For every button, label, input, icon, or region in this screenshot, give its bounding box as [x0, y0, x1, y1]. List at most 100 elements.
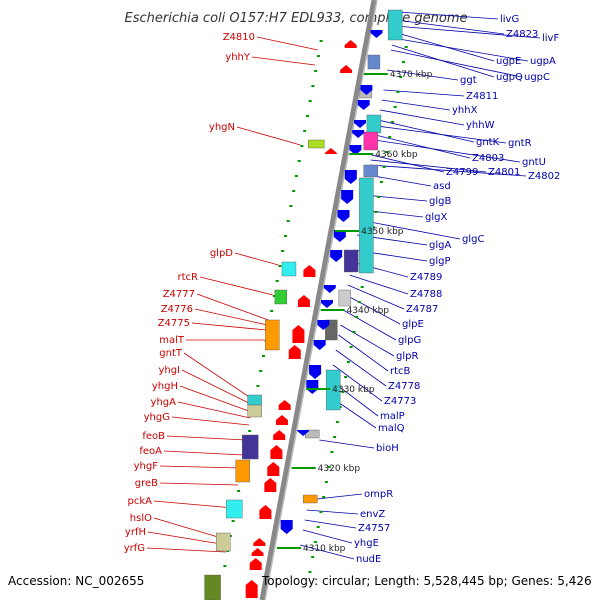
kbp-label: 4310 kbp	[303, 544, 346, 554]
gene-label-reverse: yhhW	[466, 120, 495, 131]
tick-mark	[360, 286, 364, 288]
gene-label-forward: glpD	[210, 248, 233, 259]
reverse-gene-arrow	[280, 520, 293, 534]
tick-mark	[256, 385, 260, 387]
gene-label-reverse: malQ	[378, 423, 405, 434]
leader-line	[166, 435, 247, 441]
reverse-gene-arrow	[313, 340, 326, 350]
reverse-gene-arrow	[330, 250, 343, 262]
gene-block	[363, 131, 378, 151]
forward-gene-arrow	[288, 345, 301, 359]
gene-label-reverse: Z4788	[410, 289, 442, 300]
tick-mark	[335, 421, 339, 423]
forward-gene-arrow	[264, 478, 277, 492]
leader-line	[369, 164, 527, 177]
forward-gene-arrow	[273, 430, 286, 440]
tick-mark	[313, 541, 317, 543]
forward-gene-arrow	[344, 40, 357, 48]
tick-mark	[404, 46, 408, 48]
tick-mark	[352, 331, 356, 333]
leader-line	[387, 69, 459, 81]
kbp-label: 4350 kbp	[361, 227, 404, 237]
reverse-gene-arrow	[323, 285, 336, 293]
kbp-label: 4370 kbp	[390, 70, 433, 80]
leader-line	[347, 284, 405, 310]
leader-line	[335, 349, 387, 387]
gene-label-reverse: ugpC	[524, 72, 550, 83]
leader-line	[377, 119, 475, 143]
kbp-label: 4340 kbp	[347, 306, 390, 316]
gene-label-reverse: ugpE	[496, 56, 521, 67]
gene-label-reverse: yhgE	[354, 538, 379, 549]
kbp-label: 4360 kbp	[375, 150, 418, 160]
forward-gene-arrow	[253, 538, 266, 546]
leader-line	[381, 99, 451, 111]
forward-gene-arrow	[297, 295, 310, 307]
forward-gene-arrow	[249, 558, 262, 570]
tick-mark	[259, 370, 263, 372]
reverse-gene-arrow	[321, 300, 333, 308]
forward-gene-arrow	[324, 148, 337, 154]
leader-line	[163, 450, 244, 456]
gene-block	[247, 394, 262, 406]
gene-label-reverse: glpG	[398, 335, 421, 346]
leader-line	[338, 334, 389, 372]
leader-line	[256, 36, 318, 51]
leader-line	[159, 465, 242, 469]
gene-label-forward: Z4775	[158, 318, 190, 329]
tick-mark	[393, 106, 397, 108]
leader-line	[302, 529, 353, 544]
forward-gene-arrow	[245, 580, 258, 598]
gene-block	[366, 114, 382, 134]
gene-block	[303, 494, 318, 504]
tick-mark	[388, 136, 392, 138]
gene-block	[343, 249, 359, 273]
tick-mark	[344, 376, 348, 378]
leader-line	[153, 500, 234, 509]
gene-label-reverse: bioH	[376, 443, 399, 454]
leader-line	[319, 439, 375, 449]
gene-label-reverse: glgA	[429, 240, 451, 251]
tick-mark	[283, 235, 287, 237]
leader-line	[396, 19, 505, 35]
leader-line	[374, 139, 521, 163]
leader-line	[236, 126, 301, 146]
gene-label-reverse: Z4789	[410, 272, 442, 283]
gene-block	[265, 319, 280, 351]
leader-line	[376, 125, 507, 144]
leader-line	[196, 293, 269, 321]
leader-line	[251, 56, 316, 66]
reverse-gene-arrow	[354, 120, 366, 128]
gene-label-reverse: Z4778	[388, 381, 420, 392]
tick-mark	[330, 451, 334, 453]
gene-block	[216, 532, 231, 552]
tick-mark	[237, 490, 241, 492]
leader-line	[177, 401, 251, 419]
leader-line	[345, 294, 401, 325]
tick-mark	[223, 565, 227, 567]
gene-label-forward: yhgN	[209, 122, 235, 133]
gene-label-reverse: Z4802	[528, 171, 560, 182]
tick-mark	[341, 391, 345, 393]
tick-mark	[319, 40, 323, 42]
tick-mark	[390, 121, 394, 123]
tick-mark	[292, 190, 296, 192]
leader-line	[370, 159, 487, 173]
forward-gene-arrow	[275, 415, 288, 425]
tick-mark	[374, 211, 378, 213]
tick-mark	[385, 151, 389, 153]
gene-label-forward: Z4777	[163, 289, 195, 300]
gene-label-forward: yhgA	[151, 397, 177, 408]
reverse-gene-arrow	[333, 230, 346, 242]
gene-label-forward: yrfG	[124, 543, 145, 554]
leader-line	[349, 274, 409, 295]
tick-mark	[272, 295, 276, 297]
forward-gene-arrow	[259, 505, 272, 519]
tick-mark	[231, 520, 235, 522]
gene-label-reverse: Z4799	[446, 167, 478, 178]
tick-mark	[286, 220, 290, 222]
reverse-gene-arrow	[344, 170, 357, 184]
tick-mark	[281, 250, 285, 252]
tick-mark	[322, 496, 326, 498]
tick-mark	[377, 196, 381, 198]
